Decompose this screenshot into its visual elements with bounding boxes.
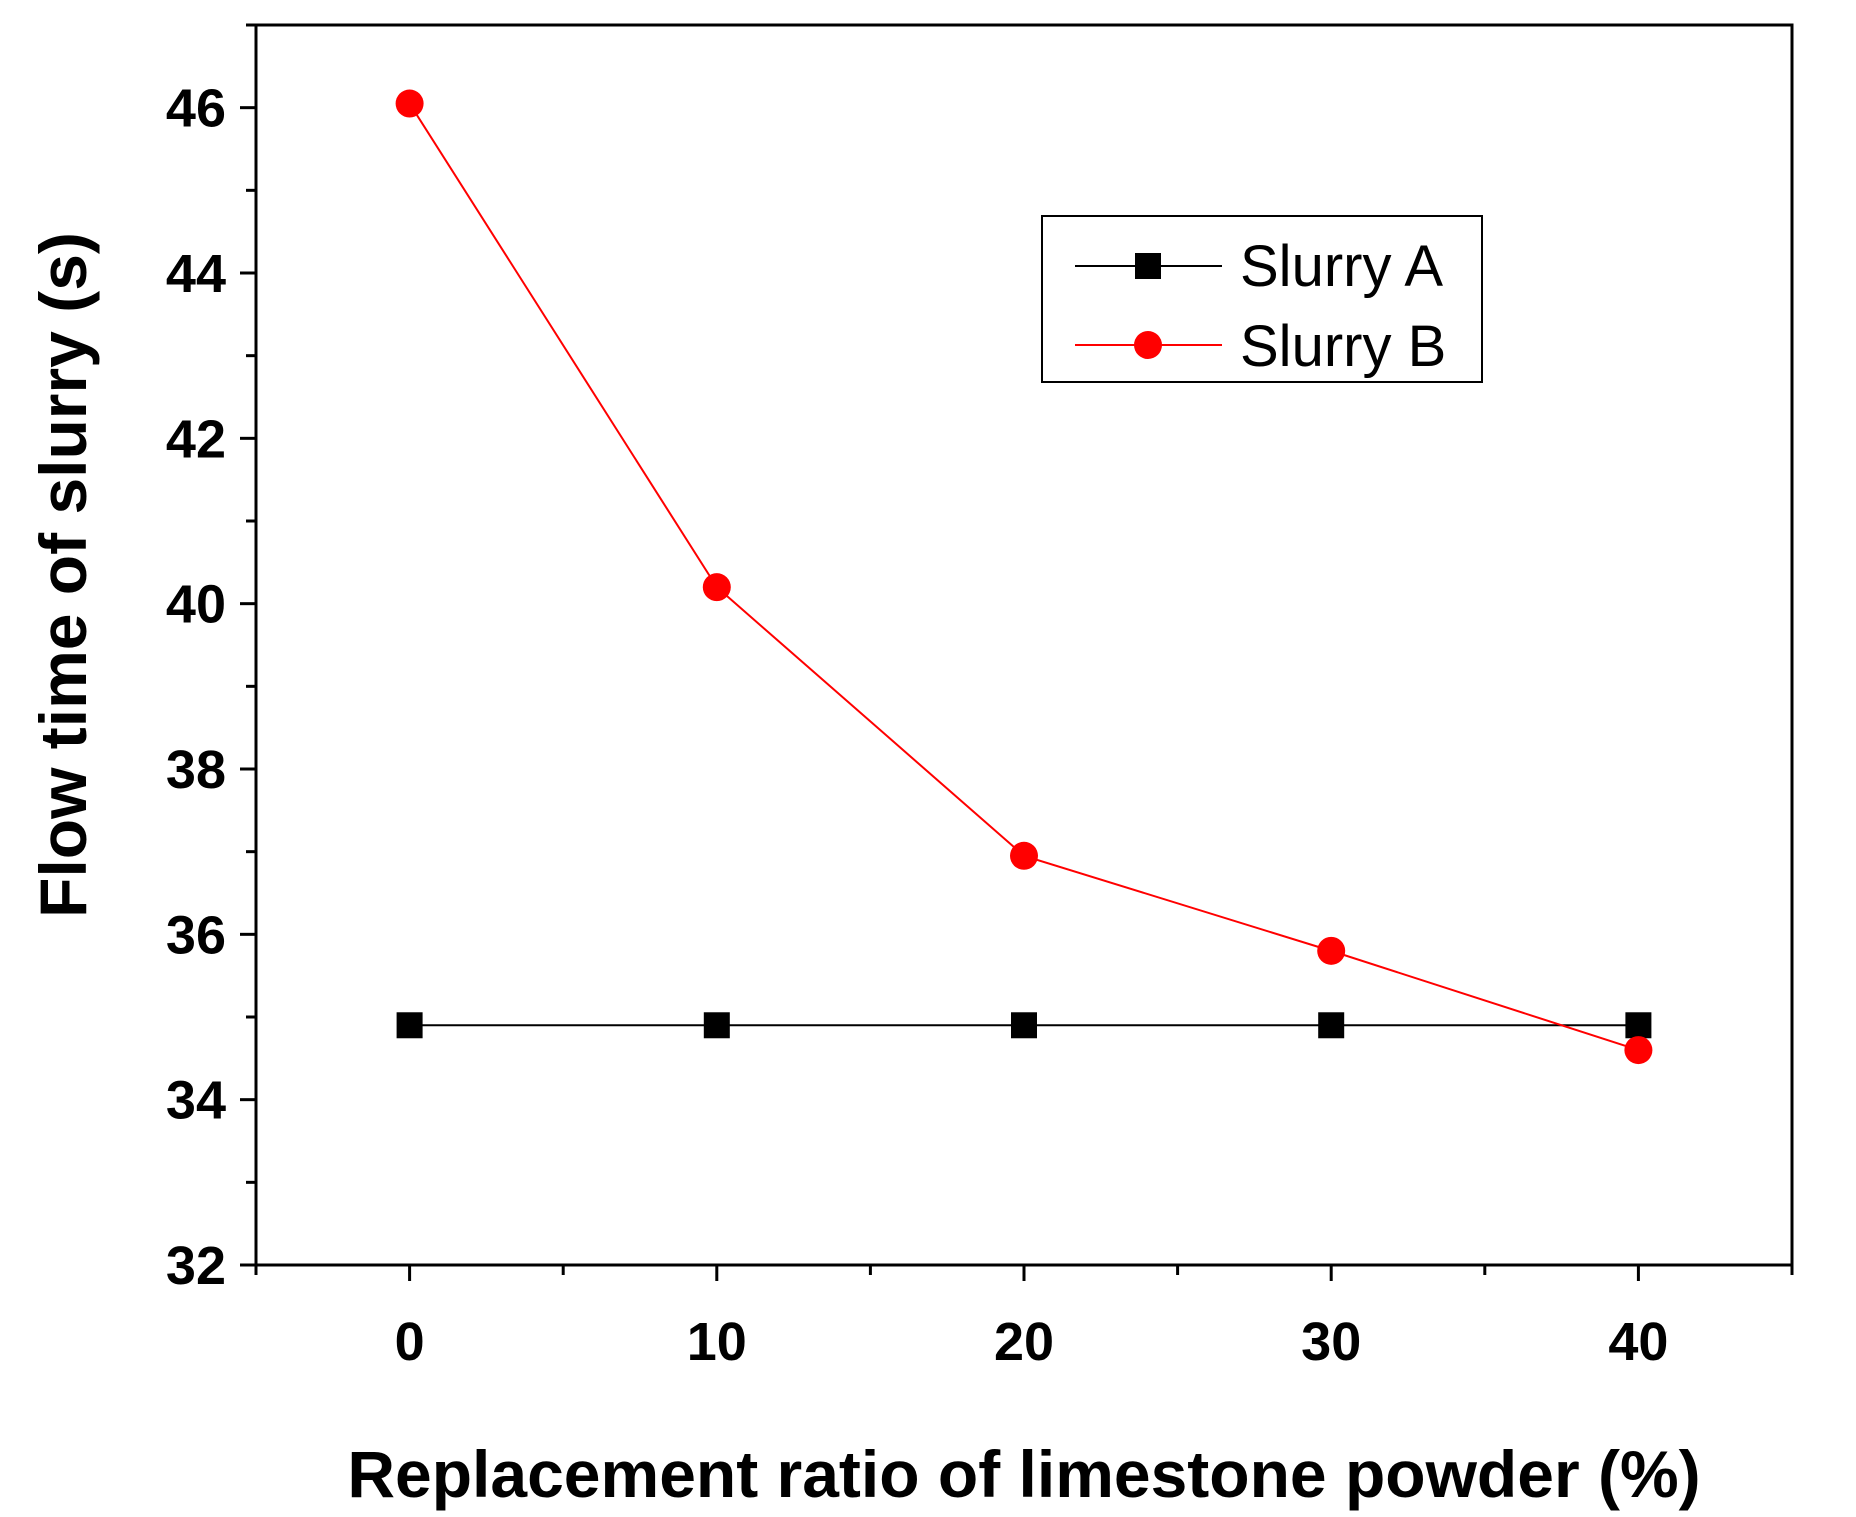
data-point-slurry-b — [1010, 841, 1038, 870]
data-point-slurry-a — [1318, 1012, 1345, 1039]
data-point-slurry-b — [1624, 1036, 1653, 1065]
axes: 0 10 20 30 40 32 34 36 38 40 42 44 46 — [166, 23, 1794, 1372]
data-point-slurry-b — [702, 573, 731, 602]
legend-box — [1041, 215, 1483, 383]
data-point-slurry-a — [703, 1012, 730, 1039]
x-tick-label: 20 — [994, 1312, 1054, 1372]
y-tick-label: 44 — [166, 244, 226, 304]
y-tick-label: 34 — [166, 1071, 226, 1131]
x-tick-label: 40 — [1608, 1312, 1668, 1372]
legend-marker-slurry-b — [1134, 331, 1162, 359]
data-point-slurry-a — [1011, 1012, 1037, 1039]
series-layer — [395, 89, 1653, 1065]
legend: Slurry A Slurry B — [1041, 215, 1483, 383]
y-tick-label: 36 — [166, 905, 226, 965]
data-point-slurry-b — [395, 89, 424, 118]
y-tick-label: 42 — [166, 409, 226, 469]
plot-frame — [254, 23, 1794, 1267]
x-tick-label: 0 — [395, 1312, 425, 1372]
y-tick-label: 32 — [166, 1236, 226, 1296]
data-point-slurry-a — [1625, 1012, 1652, 1039]
y-tick-label: 46 — [166, 79, 226, 139]
y-tick-label: 38 — [166, 740, 226, 800]
plot-area: 0 10 20 30 40 32 34 36 38 40 42 44 46 — [166, 23, 1794, 1372]
x-axis-label: Replacement ratio of limestone powder (%… — [347, 1437, 1700, 1511]
legend-label-slurry-a: Slurry A — [1240, 234, 1443, 299]
x-tick-label: 30 — [1301, 1312, 1361, 1372]
x-tick-label: 10 — [687, 1312, 747, 1372]
y-axis-label: Flow time of slurry (s) — [26, 232, 100, 918]
legend-marker-slurry-a — [1135, 253, 1161, 279]
data-point-slurry-a — [396, 1012, 423, 1039]
legend-label-slurry-b: Slurry B — [1240, 314, 1446, 379]
y-tick-label: 40 — [166, 575, 226, 635]
data-point-slurry-b — [1317, 936, 1346, 965]
